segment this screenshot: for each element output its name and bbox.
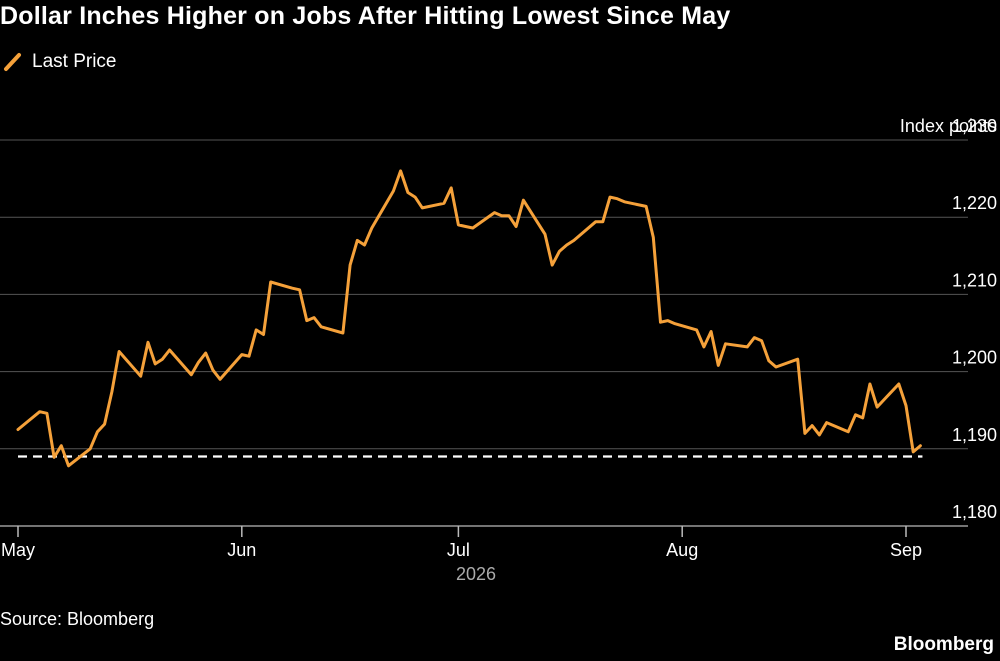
line-chart: 1,180 1,190 1,200 1,210 1,220 1,230 May Jun Jul A… xyxy=(0,116,997,584)
legend-label: Last Price xyxy=(32,51,117,72)
y-tick-label: 1,180 xyxy=(952,502,997,522)
x-tick-label: May xyxy=(1,540,35,560)
x-tick-label: Jul xyxy=(447,540,470,560)
y-tick-label: 1,220 xyxy=(952,193,997,213)
source-note: Source: Bloomberg xyxy=(0,609,155,629)
y-tick-label: 1,200 xyxy=(952,348,997,368)
x-axis-year-label: 2026 xyxy=(456,564,496,584)
legend: Last Price xyxy=(2,50,116,74)
x-tick-label: Sep xyxy=(890,540,922,560)
x-tick-label: Aug xyxy=(666,540,698,560)
x-tick-label: Jun xyxy=(227,540,256,560)
chart-title: Dollar Inches Higher on Jobs After Hitti… xyxy=(0,2,731,30)
y-tick-label: 1,230 xyxy=(952,116,997,136)
y-axis-unit-label: Index points xyxy=(899,116,997,136)
legend-line-icon xyxy=(4,53,21,71)
y-tick-label: 1,190 xyxy=(952,425,997,445)
series-line-last-price xyxy=(16,169,922,468)
bloomberg-logo: Bloomberg xyxy=(893,634,994,655)
y-tick-label: 1,210 xyxy=(952,270,997,290)
